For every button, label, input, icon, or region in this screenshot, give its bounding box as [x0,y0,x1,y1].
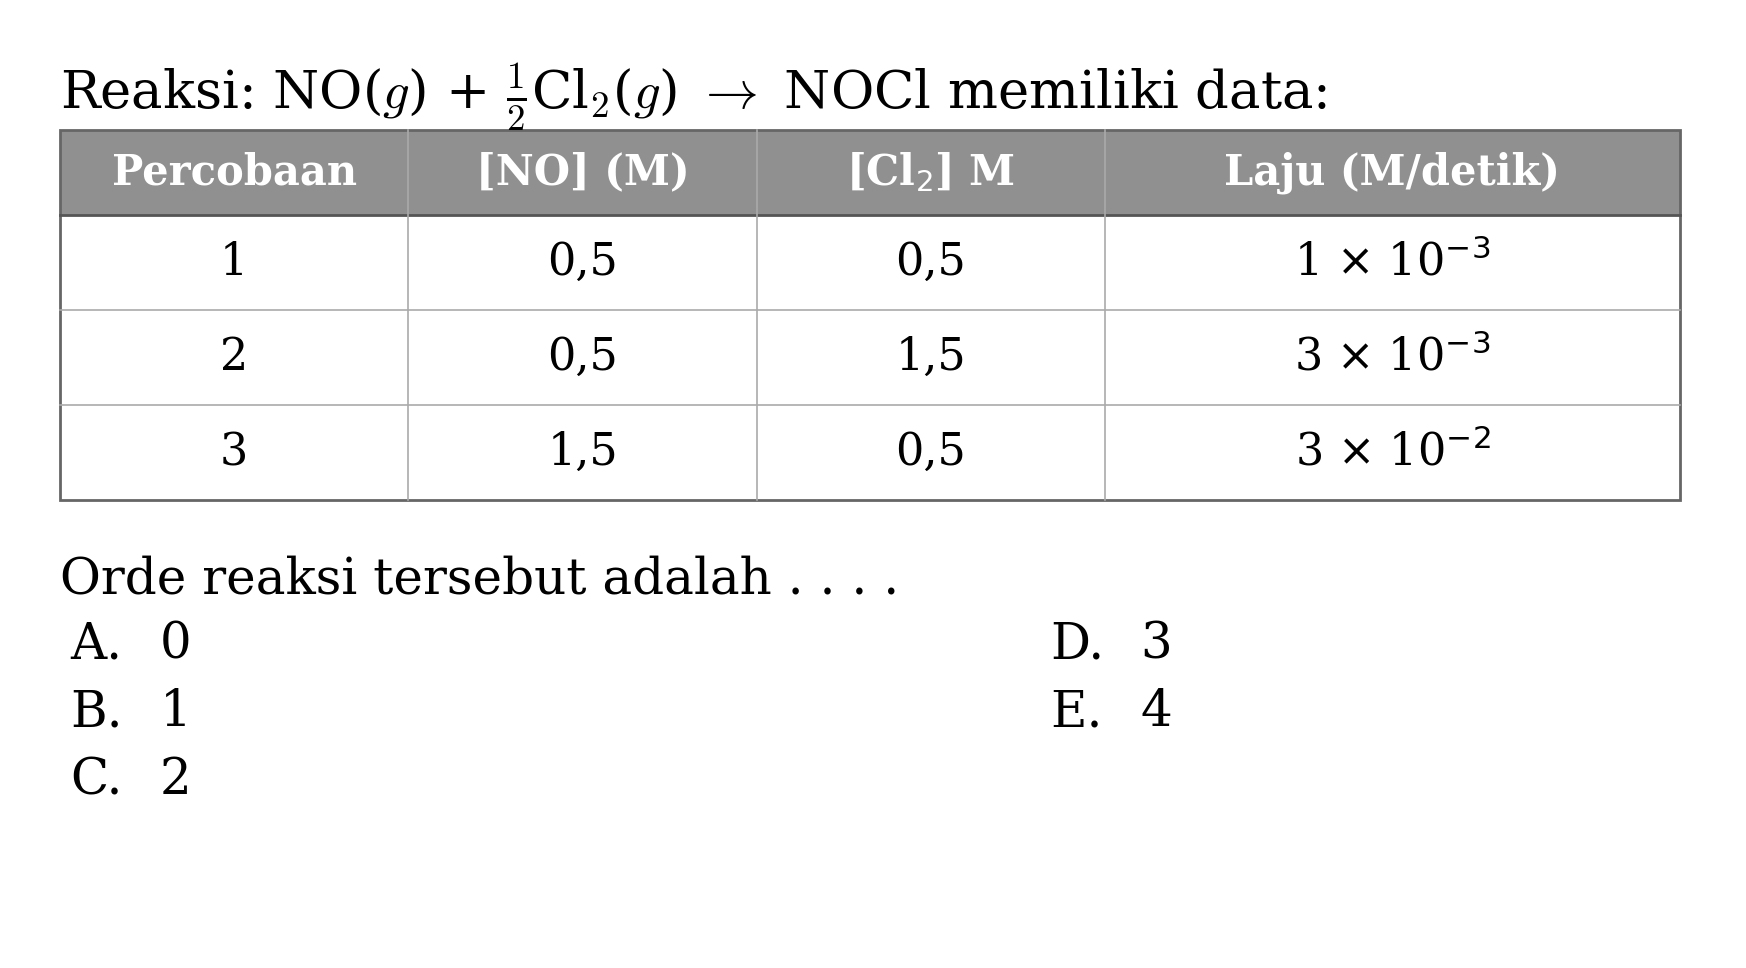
Text: 2: 2 [220,336,248,379]
Text: 1: 1 [161,688,192,738]
Text: 3 $\times$ 10$^{-3}$: 3 $\times$ 10$^{-3}$ [1294,335,1491,379]
Bar [59,310,1680,405]
Bar [59,130,1680,215]
Text: 1,5: 1,5 [896,336,966,379]
Text: Percobaan: Percobaan [112,152,356,194]
Text: E.: E. [1049,688,1102,738]
Text: 0,5: 0,5 [896,431,966,474]
Text: B.: B. [70,688,122,738]
Text: 1,5: 1,5 [546,431,618,474]
Text: 0,5: 0,5 [546,241,618,284]
Text: 0,5: 0,5 [896,241,966,284]
Text: [Cl$_2$] M: [Cl$_2$] M [847,151,1014,195]
Bar [59,405,1680,500]
Text: A.: A. [70,620,122,670]
Text: 3: 3 [220,431,248,474]
Text: D.: D. [1049,620,1103,670]
Text: [NO] (M): [NO] (M) [475,152,690,194]
Text: C.: C. [70,756,122,805]
Text: Laju (M/detik): Laju (M/detik) [1224,151,1561,194]
Bar [59,215,1680,310]
Text: 2: 2 [161,756,192,805]
Text: 1: 1 [220,241,248,284]
Text: 3 $\times$ 10$^{-2}$: 3 $\times$ 10$^{-2}$ [1294,430,1491,474]
Text: Reaksi: NO($g$) + $\frac{1}{2}$Cl$_2$($g$) $\rightarrow$ NOCl memiliki data:: Reaksi: NO($g$) + $\frac{1}{2}$Cl$_2$($g… [59,62,1327,134]
Text: Orde reaksi tersebut adalah . . . .: Orde reaksi tersebut adalah . . . . [59,555,899,604]
Text: 4: 4 [1140,688,1172,738]
Text: 3: 3 [1140,620,1172,670]
Text: 0: 0 [161,620,192,670]
Text: 0,5: 0,5 [546,336,618,379]
Bar [59,130,1680,500]
Text: 1 $\times$ 10$^{-3}$: 1 $\times$ 10$^{-3}$ [1294,240,1491,285]
